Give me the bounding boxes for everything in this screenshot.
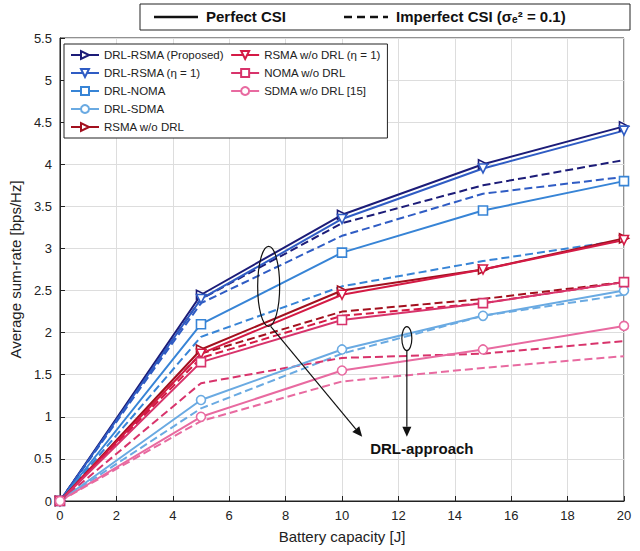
svg-text:Imperfect CSI (σₑ² = 0.1): Imperfect CSI (σₑ² = 0.1) xyxy=(396,8,566,25)
svg-text:12: 12 xyxy=(391,508,405,523)
svg-text:6: 6 xyxy=(226,508,233,523)
svg-text:4.5: 4.5 xyxy=(34,115,52,130)
svg-text:2.5: 2.5 xyxy=(34,283,52,298)
svg-text:2: 2 xyxy=(113,508,120,523)
svg-text:2: 2 xyxy=(45,325,52,340)
svg-text:1.5: 1.5 xyxy=(34,367,52,382)
svg-text:5: 5 xyxy=(45,73,52,88)
svg-text:4: 4 xyxy=(45,157,52,172)
svg-text:RSMA w/o DRL: RSMA w/o DRL xyxy=(104,121,184,133)
svg-text:Battery capacity [J]: Battery capacity [J] xyxy=(279,528,406,545)
svg-text:8: 8 xyxy=(282,508,289,523)
svg-text:20: 20 xyxy=(617,508,631,523)
svg-text:16: 16 xyxy=(504,508,518,523)
svg-text:18: 18 xyxy=(560,508,574,523)
svg-text:5.5: 5.5 xyxy=(34,31,52,46)
svg-text:DRL-NOMA: DRL-NOMA xyxy=(104,85,166,97)
svg-text:DRL-approach: DRL-approach xyxy=(370,440,473,457)
svg-text:SDMA w/o DRL [15]: SDMA w/o DRL [15] xyxy=(264,85,366,97)
svg-text:Perfect CSI: Perfect CSI xyxy=(206,8,286,25)
svg-text:14: 14 xyxy=(448,508,462,523)
svg-text:NOMA w/o DRL: NOMA w/o DRL xyxy=(264,67,346,79)
svg-text:1: 1 xyxy=(45,409,52,424)
svg-text:0: 0 xyxy=(56,508,63,523)
svg-text:3.5: 3.5 xyxy=(34,199,52,214)
svg-text:0.5: 0.5 xyxy=(34,451,52,466)
svg-text:DRL-RSMA (η = 1): DRL-RSMA (η = 1) xyxy=(104,67,200,79)
svg-text:4: 4 xyxy=(169,508,176,523)
svg-text:DRL-SDMA: DRL-SDMA xyxy=(104,103,164,115)
svg-text:10: 10 xyxy=(335,508,349,523)
svg-text:Average sum-rate [bps/Hz]: Average sum-rate [bps/Hz] xyxy=(7,180,24,358)
svg-text:3: 3 xyxy=(45,241,52,256)
svg-text:RSMA w/o DRL (η = 1): RSMA w/o DRL (η = 1) xyxy=(264,49,380,61)
svg-text:DRL-RSMA (Proposed): DRL-RSMA (Proposed) xyxy=(104,49,224,61)
svg-text:0: 0 xyxy=(45,494,52,509)
